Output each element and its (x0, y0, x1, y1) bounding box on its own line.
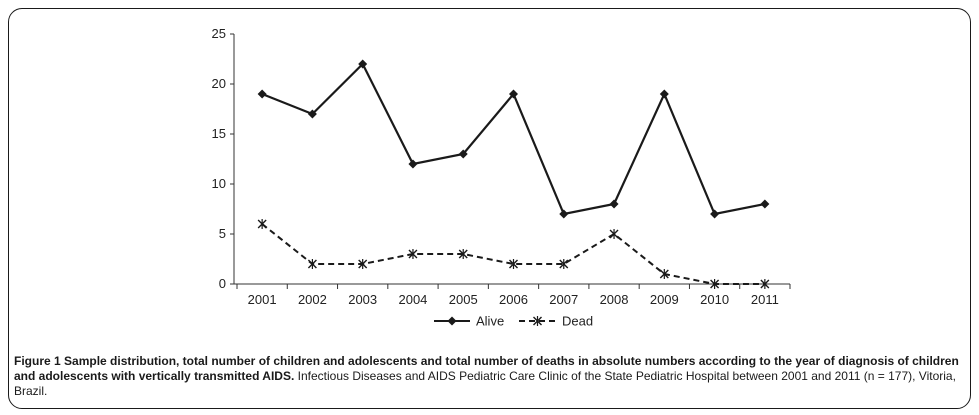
legend-dead-marker (533, 316, 542, 326)
series-dead-point (307, 259, 317, 269)
series-alive-point (509, 89, 518, 99)
y-tick-label: 5 (219, 226, 226, 241)
series-dead-point (609, 229, 619, 239)
x-tick-label: 2002 (298, 292, 327, 307)
x-tick-label: 2005 (449, 292, 478, 307)
legend-dead-label: Dead (562, 314, 593, 329)
series-dead-point (760, 279, 770, 289)
y-tick-label: 0 (219, 276, 226, 291)
series-dead-point (358, 259, 368, 269)
series-dead-point (559, 259, 569, 269)
caption-detail: Infectious Diseases and AIDS Pediatric C… (14, 369, 956, 398)
series-alive-point (659, 89, 669, 99)
series-dead-line (261, 223, 765, 285)
y-tick-label: 10 (212, 176, 226, 191)
y-tick-label: 20 (212, 76, 226, 91)
series-alive-point (307, 109, 317, 119)
x-tick-label: 2008 (600, 292, 629, 307)
series-alive-point (257, 89, 267, 99)
series-alive-line (261, 62, 766, 216)
series-alive-point (559, 209, 569, 219)
series-alive-point (408, 159, 418, 169)
line-chart: 0 5 10 15 20 25 2001 2002 2003 2004 2005 2006 2007 20… (212, 26, 791, 329)
legend-alive-marker (447, 316, 457, 326)
x-tick-label: 2003 (348, 292, 377, 307)
series-alive-point (358, 59, 368, 69)
chart-axes: 0 5 10 15 20 25 2001 2002 2003 2004 2005 2006 2007 20… (212, 26, 791, 307)
chart-legend: Alive Dead (434, 314, 593, 329)
series-alive-point (609, 199, 619, 209)
x-tick-label: 2009 (650, 292, 679, 307)
caption-title: Figure 1 Sample distribution, total numb… (14, 354, 959, 383)
series-dead-point (458, 249, 468, 259)
y-tick-label: 15 (212, 126, 226, 141)
series-dead-point (257, 219, 267, 229)
legend-alive-label: Alive (476, 314, 504, 329)
figure-frame (8, 8, 971, 409)
x-tick-label: 2010 (700, 292, 729, 307)
series-alive-point (458, 149, 468, 159)
series-dead-point (408, 249, 418, 259)
x-tick-label: 2011 (751, 292, 779, 307)
x-tick-label: 2001 (248, 292, 277, 307)
y-tick-label: 25 (212, 26, 226, 41)
chart-series (257, 59, 770, 289)
figure-caption: Figure 1 Sample distribution, total numb… (14, 354, 969, 399)
x-tick-label: 2004 (398, 292, 427, 307)
series-alive-point (710, 209, 720, 219)
series-dead-point (710, 279, 720, 289)
x-tick-label: 2007 (549, 292, 578, 307)
series-dead-point (659, 269, 669, 279)
series-alive-point (760, 199, 770, 209)
x-tick-label: 2006 (499, 292, 528, 307)
series-dead-point (509, 259, 518, 269)
